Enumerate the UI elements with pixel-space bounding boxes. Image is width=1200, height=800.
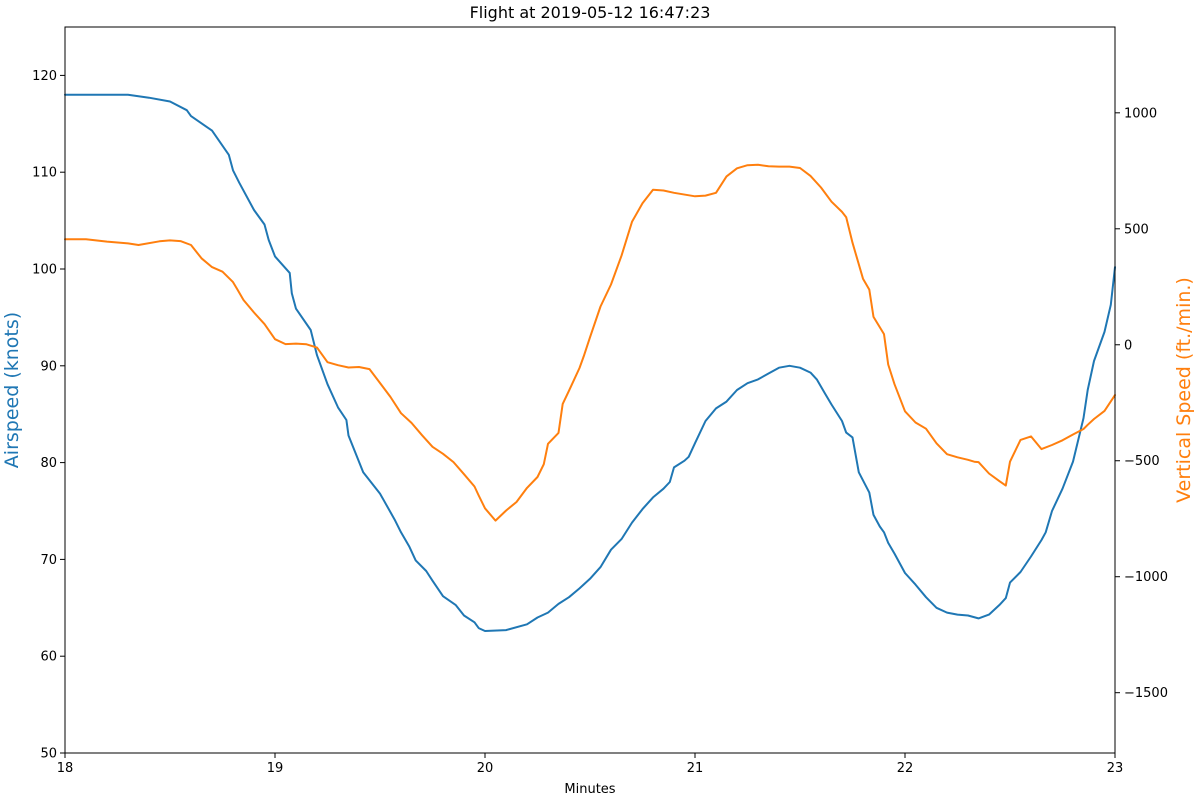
plot-area (65, 27, 1115, 753)
x-tick-label: 21 (687, 761, 704, 776)
left-y-axis-label: Airspeed (knots) (1, 312, 23, 468)
axes-layer: 18 19 20 21 22 23 50 60 70 80 90 100 110 120 −1500 −100… (32, 26, 1168, 776)
series-layer (64, 93, 1116, 632)
left-y-tick-label: 110 (32, 166, 57, 181)
left-y-tick-label: 70 (40, 553, 57, 568)
chart-title: Flight at 2019-05-12 16:47:23 (470, 3, 711, 22)
airspeed-series-line (64, 93, 1116, 632)
right-y-tick-label: −500 (1124, 454, 1160, 469)
right-y-tick-label: −1500 (1124, 686, 1168, 701)
right-y-axis-label: Vertical Speed (ft./min.) (1173, 277, 1195, 503)
left-y-tick-label: 50 (40, 747, 57, 762)
plot-background (65, 27, 1115, 753)
plot-frame (64, 26, 1116, 754)
left-y-tick-label: 100 (32, 263, 57, 278)
x-tick-label: 22 (897, 761, 914, 776)
right-y-tick-label: 500 (1124, 222, 1149, 237)
left-y-tick-label: 90 (40, 359, 57, 374)
x-tick-label: 23 (1107, 761, 1124, 776)
x-axis-label: Minutes (564, 782, 615, 797)
right-y-tick-label: 1000 (1124, 106, 1157, 121)
x-tick-label: 20 (477, 761, 494, 776)
vertical-speed-series-line (64, 163, 1116, 522)
x-tick-label: 19 (267, 761, 284, 776)
left-y-tick-label: 80 (40, 456, 57, 471)
left-y-tick-label: 60 (40, 650, 57, 665)
right-y-tick-label: −1000 (1124, 570, 1168, 585)
right-y-tick-label: 0 (1124, 338, 1132, 353)
x-tick-label: 18 (57, 761, 74, 776)
left-y-tick-label: 120 (32, 69, 57, 84)
